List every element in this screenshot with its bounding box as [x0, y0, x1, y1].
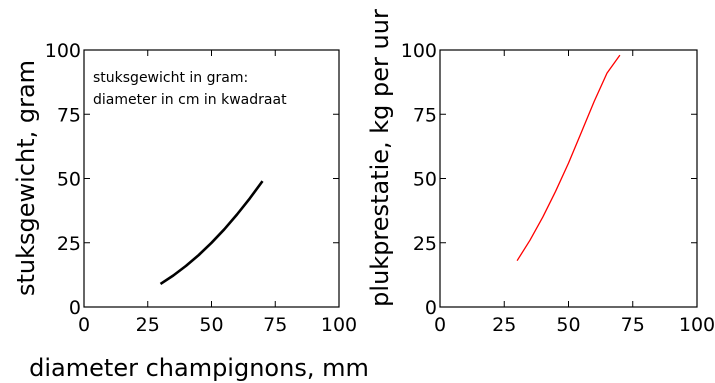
right-plot-frame [439, 49, 698, 308]
right-series-line [516, 54, 621, 262]
right-y-tick-label: 25 [413, 233, 437, 255]
left-ticks [83, 49, 340, 308]
left-y-tick-label: 50 [57, 169, 81, 191]
right-y-tick-label: 0 [425, 297, 437, 319]
left-y-tick-labels: 0 25 50 75 100 [45, 40, 81, 319]
right-y-tick-labels: 0 25 50 75 100 [401, 40, 437, 319]
right-x-tick-label: 100 [679, 314, 715, 336]
left-chart: 0 25 50 75 100 0 25 50 75 100 stuksgewic… [12, 40, 369, 382]
right-x-tick-labels: 0 25 50 75 100 [434, 314, 715, 336]
left-x-tick-label: 75 [263, 314, 287, 336]
right-y-tick-label: 100 [401, 40, 437, 62]
left-x-tick-label: 50 [199, 314, 223, 336]
right-y-tick-label: 50 [413, 169, 437, 191]
left-annotation-line-2: diameter in cm in kwadraat [93, 92, 287, 108]
left-y-axis-label: stuksgewicht, gram [12, 60, 40, 296]
right-x-tick-label: 25 [492, 314, 516, 336]
left-series-line [159, 180, 264, 285]
left-y-tick-label: 25 [57, 233, 81, 255]
right-chart: 0 25 50 75 100 0 25 50 75 100 plukpresta… [366, 9, 715, 336]
left-y-tick-label: 0 [69, 297, 81, 319]
left-y-tick-label: 100 [45, 40, 81, 62]
left-y-tick-label: 75 [57, 104, 81, 126]
x-axis-label: diameter champignons, mm [29, 354, 369, 382]
right-x-tick-label: 50 [556, 314, 580, 336]
left-x-tick-label: 100 [321, 314, 357, 336]
right-y-axis-label: plukprestatie, kg per uur [366, 9, 394, 307]
left-x-tick-label: 25 [136, 314, 160, 336]
left-x-tick-labels: 0 25 50 75 100 [78, 314, 357, 336]
right-x-tick-label: 75 [621, 314, 645, 336]
left-x-tick-label: 0 [78, 314, 90, 336]
right-x-tick-label: 0 [434, 314, 446, 336]
right-ticks [439, 49, 698, 308]
left-plot-frame [83, 49, 340, 308]
right-y-tick-label: 75 [413, 104, 437, 126]
left-annotation-line-1: stuksgewicht in gram: [93, 70, 248, 86]
